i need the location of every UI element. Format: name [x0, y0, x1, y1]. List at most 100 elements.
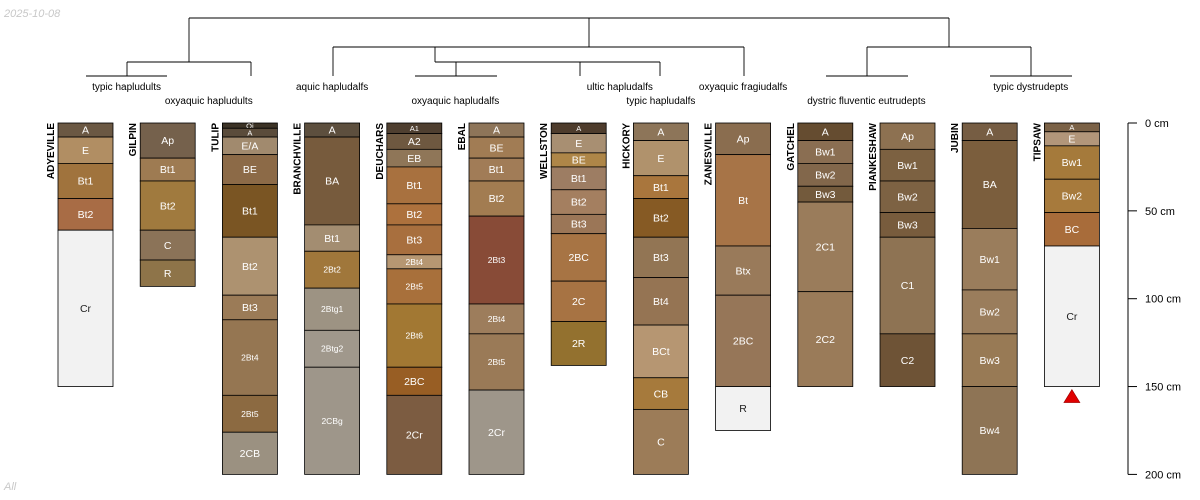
- horizon-label: 2Btg1: [321, 304, 343, 314]
- profile-zanesville: Ap Bt Btx 2BC R ZANESVILLE: [704, 122, 771, 431]
- horizon-label: Bw3: [979, 355, 1000, 367]
- taxon-label: typic hapludults: [92, 82, 161, 93]
- horizon-label: C1: [901, 280, 915, 292]
- taxon-label: typic dystrudepts: [993, 82, 1068, 93]
- horizon-label: 2C2: [816, 334, 835, 346]
- horizon-label: Bt1: [324, 233, 340, 245]
- horizon-zanesville-1: [715, 154, 771, 247]
- profile-name: DEUCHARS: [375, 123, 386, 180]
- horizon-label: Bt1: [160, 164, 176, 176]
- horizon-label: Bt2: [406, 209, 422, 221]
- profile-wellston: AE BE Bt1 Bt2 Bt3 2BC 2C 2R WELLSTON: [539, 122, 607, 366]
- depth-marker-triangle: [1063, 388, 1081, 403]
- horizon-label: Bw3: [897, 220, 918, 232]
- corner-note: All: [4, 481, 17, 493]
- horizon-label: E/A: [241, 141, 258, 153]
- horizon-label: BE: [572, 155, 586, 167]
- horizon-label: A: [1069, 123, 1074, 132]
- horizon-gilpin-3: [139, 229, 196, 261]
- horizon-label: A: [986, 126, 993, 138]
- horizon-label: Bt1: [78, 176, 94, 188]
- horizon-label: Bw3: [815, 189, 836, 201]
- horizon-label: A: [82, 125, 89, 137]
- horizon-label: Ap: [737, 133, 750, 145]
- horizon-tulip-6: [221, 294, 278, 321]
- horizon-label: Bt3: [571, 219, 587, 231]
- profile-name: GILPIN: [128, 123, 139, 156]
- dendrogram: [86, 17, 1072, 77]
- horizon-label: Bt2: [78, 209, 94, 221]
- horizon-label: Bw1: [815, 147, 836, 159]
- horizon-label: 2Bt2: [323, 265, 341, 275]
- horizon-ebal-5: [468, 303, 525, 335]
- taxon-label: ultic hapludalfs: [587, 82, 653, 93]
- horizon-tipsaw-5: [1044, 245, 1100, 387]
- profile-name: ADYEVILLE: [46, 123, 57, 179]
- horizon-label: 2CBg: [321, 416, 343, 426]
- horizon-label: Bt2: [653, 213, 669, 225]
- horizon-tipsaw-2: [1044, 145, 1100, 180]
- horizon-label: E: [1068, 133, 1075, 145]
- horizon-label: 2BC: [568, 252, 589, 264]
- horizon-tulip-7: [221, 319, 278, 396]
- horizon-hickory-6: [633, 324, 689, 379]
- profile-ebal: A BE Bt1 Bt2 2Bt3 2Bt4 2Bt5 2Cr EBAL: [457, 122, 525, 475]
- depth-tick-label: 100 cm: [1145, 294, 1181, 306]
- horizon-label: E: [657, 153, 664, 165]
- horizon-label: Bt1: [653, 182, 669, 194]
- horizon-label: R: [164, 268, 172, 280]
- horizon-tipsaw-4: [1044, 212, 1100, 247]
- horizon-zanesville-2: [715, 245, 771, 296]
- horizon-wellston-4: [550, 189, 607, 215]
- taxon-label: aquic hapludalfs: [296, 82, 368, 93]
- taxon-labels: typic hapludults oxyaquic hapludults aquic…: [92, 82, 1068, 107]
- horizon-piankeshaw-1: [879, 148, 936, 182]
- horizon-label: A2: [408, 136, 421, 148]
- horizon-gilpin-2: [139, 180, 196, 231]
- horizon-zanesville-3: [715, 294, 771, 387]
- taxon-label: oxyaquic fragiudalfs: [699, 82, 787, 93]
- profile-name: BRANCHVILLE: [293, 123, 304, 195]
- horizon-label: E: [575, 138, 582, 150]
- profile-branchville: A BA Bt1 2Bt2 2Btg1 2Btg2 2CBg BRANCHVILLE: [293, 122, 361, 475]
- profile-name: JUBIN: [950, 123, 961, 153]
- horizon-label: BE: [243, 164, 257, 176]
- profile-name: PIANKESHAW: [868, 122, 879, 190]
- horizon-label: Bt2: [242, 261, 258, 273]
- taxon-label: oxyaquic hapludults: [165, 96, 253, 107]
- taxon-label: oxyaquic hapludalfs: [411, 96, 499, 107]
- horizon-label: C2: [901, 355, 915, 367]
- taxon-label: typic hapludalfs: [626, 96, 695, 107]
- profile-name: TIPSAW: [1032, 122, 1043, 161]
- horizon-label: C: [657, 437, 665, 449]
- horizon-ebal-7: [468, 389, 525, 475]
- horizon-wellston-8: [550, 321, 607, 366]
- horizon-branchville-2: [304, 224, 361, 252]
- horizon-label: BCt: [652, 346, 670, 358]
- horizon-hickory-1: [633, 140, 689, 177]
- profile-name: TULIP: [210, 123, 221, 152]
- horizon-label: Bt1: [242, 206, 258, 218]
- horizon-label: A: [493, 125, 500, 137]
- horizon-label: 2Cr: [406, 430, 423, 442]
- profile-tipsaw: AE Bw1 Bw2 BC Cr TIPSAW: [1032, 122, 1100, 403]
- horizon-label: 2Bt5: [488, 357, 506, 367]
- horizon-label: Bt3: [242, 302, 258, 314]
- horizon-ebal-3: [468, 180, 525, 217]
- depth-tick-label: 200 cm: [1145, 469, 1181, 481]
- horizon-label: Bw4: [979, 425, 1000, 437]
- horizon-label: Btx: [736, 265, 752, 277]
- horizon-branchville-5: [304, 329, 361, 368]
- horizon-label: 2Bt3: [488, 255, 506, 265]
- horizon-label: Bt3: [653, 252, 669, 264]
- profile-name: HICKORY: [621, 123, 632, 169]
- horizon-label: Bt: [738, 195, 748, 207]
- horizon-label: A: [329, 125, 336, 137]
- horizon-label: EB: [407, 153, 421, 165]
- horizon-label: 2Bt4: [488, 314, 506, 324]
- profile-name: EBAL: [457, 123, 468, 150]
- profile-tulip: OiA E/A BE Bt1 Bt2 Bt3 2Bt4 2Bt5 2CB TULIP: [210, 121, 278, 475]
- depth-tick-label: 0 cm: [1145, 118, 1169, 130]
